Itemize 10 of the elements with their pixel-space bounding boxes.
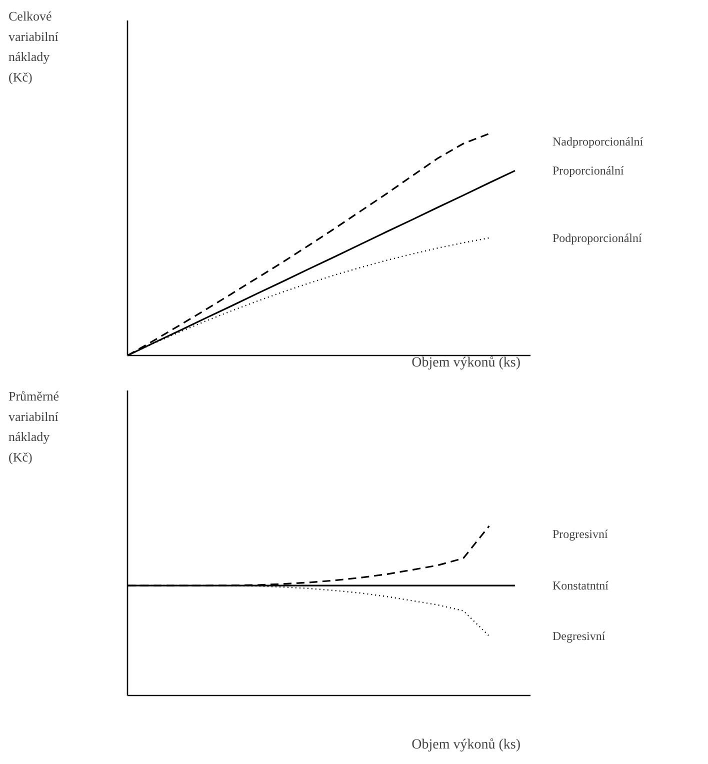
x-axis-title: Objem výkonů (ks) [412, 356, 521, 370]
text: Progresivní [552, 527, 608, 542]
text: Podproporcionální [552, 230, 642, 245]
text: Konstatntní [552, 578, 610, 593]
text: Degresivní [552, 629, 606, 644]
x-axis-title: Objem výkonů (ks) [412, 738, 521, 752]
text: Nadproporcionální [552, 134, 644, 149]
text: Proporcionální [552, 164, 624, 178]
y-axis-title: Průměrné variabilní náklady (Kč) [8, 388, 60, 464]
y-axis-title: Celkové variabilní náklady (Kč) [8, 8, 59, 84]
